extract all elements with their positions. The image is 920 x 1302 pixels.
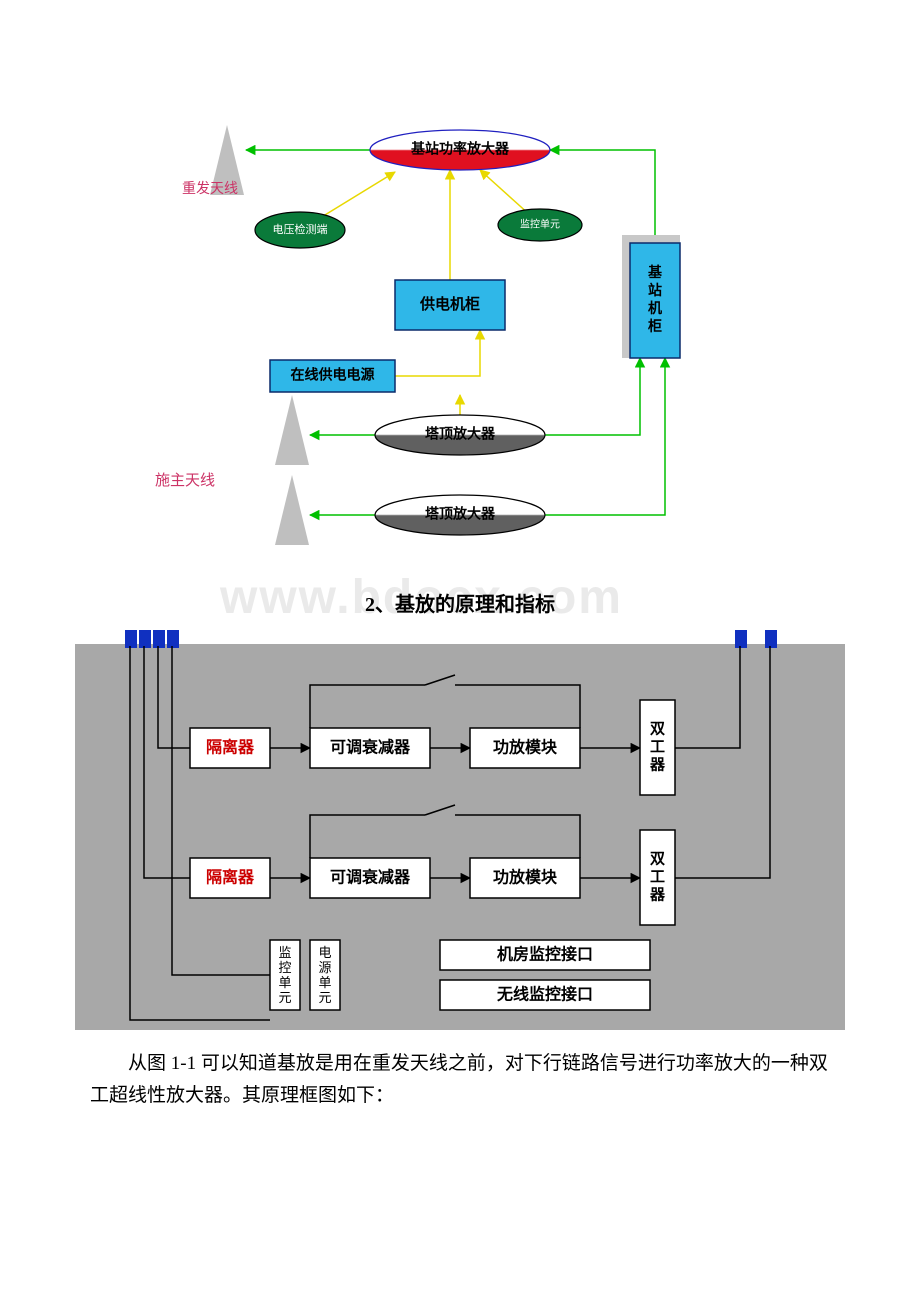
svg-text:隔离器: 隔离器	[206, 868, 255, 887]
svg-text:基站功率放大器: 基站功率放大器	[411, 141, 510, 158]
svg-text:供电机柜: 供电机柜	[419, 295, 480, 313]
svg-text:机: 机	[648, 300, 662, 317]
svg-text:器: 器	[649, 757, 666, 774]
svg-text:单: 单	[278, 975, 291, 990]
svg-text:双: 双	[650, 851, 665, 868]
svg-text:站: 站	[648, 282, 662, 299]
svg-text:功放模块: 功放模块	[493, 868, 558, 887]
svg-text:元: 元	[318, 990, 331, 1005]
svg-text:电压检测端: 电压检测端	[273, 222, 328, 236]
svg-text:监控单元: 监控单元	[520, 218, 560, 231]
svg-text:施主天线: 施主天线	[155, 472, 215, 489]
svg-text:隔离器: 隔离器	[206, 738, 255, 757]
svg-text:工: 工	[650, 870, 665, 886]
svg-text:可调衰减器: 可调衰减器	[330, 738, 411, 757]
svg-text:电: 电	[318, 945, 331, 960]
svg-text:单: 单	[318, 975, 331, 990]
svg-text:在线供电电源: 在线供电电源	[291, 367, 375, 384]
svg-text:元: 元	[278, 990, 291, 1005]
svg-text:源: 源	[318, 960, 331, 975]
svg-text:机房监控接口: 机房监控接口	[497, 945, 593, 964]
svg-text:塔顶放大器: 塔顶放大器	[425, 426, 496, 443]
svg-text:柜: 柜	[648, 318, 662, 335]
principle-block-diagram: 隔离器可调衰减器功放模块双工器隔离器可调衰减器功放模块双工器监控单元电源单元机房…	[75, 630, 845, 1030]
system-topology-diagram: 基站功率放大器重发天线电压检测端监控单元供电机柜在线供电电源塔顶放大器塔顶放大器…	[0, 0, 920, 560]
svg-text:功放模块: 功放模块	[493, 738, 558, 757]
svg-text:监: 监	[278, 945, 291, 960]
body-paragraph-1: 从图 1-1 可以知道基放是用在重发天线之前，对下行链路信号进行功率放大的一种双…	[0, 1048, 920, 1113]
svg-text:控: 控	[278, 960, 291, 975]
svg-text:塔顶放大器: 塔顶放大器	[425, 506, 496, 523]
svg-text:基: 基	[648, 264, 663, 281]
svg-text:工: 工	[650, 740, 665, 756]
svg-text:可调衰减器: 可调衰减器	[330, 868, 411, 887]
svg-text:无线监控接口: 无线监控接口	[496, 985, 593, 1004]
svg-text:重发天线: 重发天线	[182, 181, 238, 197]
svg-text:双: 双	[650, 721, 665, 738]
svg-text:器: 器	[649, 887, 666, 904]
section-2-title: 2、基放的原理和指标	[0, 588, 920, 617]
